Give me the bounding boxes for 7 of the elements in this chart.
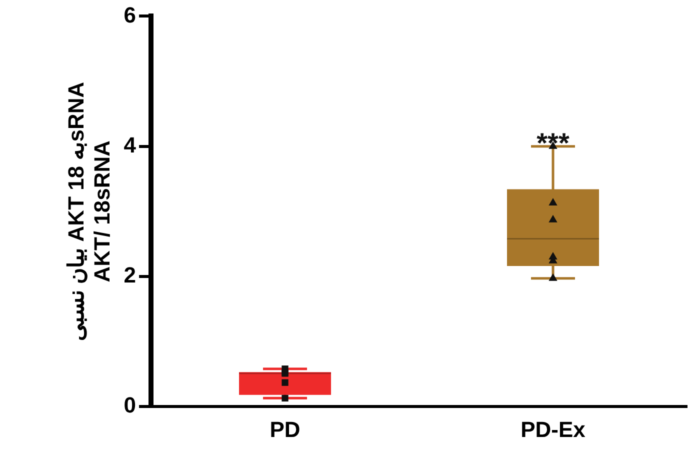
- y-tick-label: 4: [124, 132, 137, 158]
- x-tick-label: PD: [270, 416, 300, 442]
- y-tick-label: 6: [124, 2, 136, 28]
- x-tick-label: PD-Ex: [520, 416, 586, 442]
- annotation: ***: [536, 127, 570, 158]
- y-tick-label: 2: [124, 262, 136, 288]
- y-tick-label: 0: [124, 392, 136, 418]
